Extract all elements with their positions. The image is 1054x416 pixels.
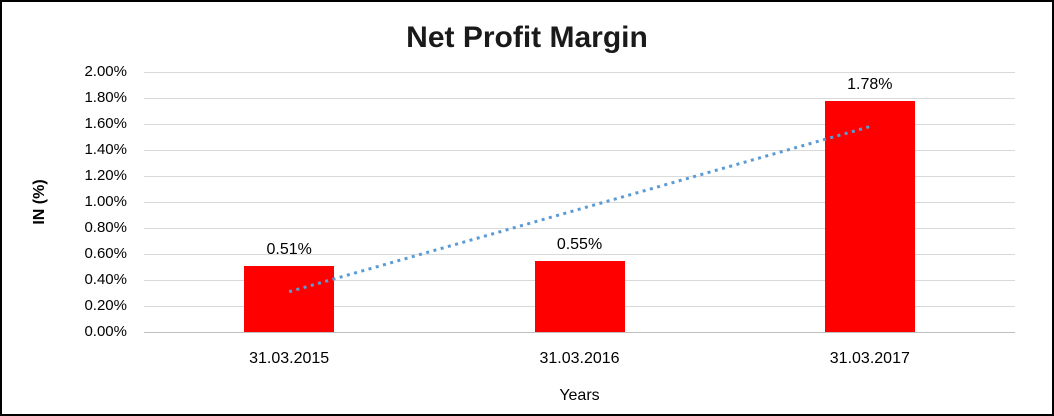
x-tick-label: 31.03.2016: [539, 350, 620, 367]
data-label: 0.51%: [266, 240, 312, 258]
data-label: 1.78%: [847, 75, 893, 93]
gridline: [144, 124, 1015, 125]
bar-31.03.2016: [534, 260, 625, 332]
y-tick-label: 1.60%: [84, 115, 127, 132]
y-tick-label: 0.00%: [84, 323, 127, 340]
y-tick-label: 1.40%: [84, 141, 127, 158]
gridline: [144, 254, 1015, 255]
data-label: 0.55%: [556, 235, 603, 253]
y-tick-label: 1.00%: [84, 193, 127, 210]
y-tick-label: 0.80%: [84, 219, 127, 236]
x-axis-title: Years: [559, 387, 600, 404]
plot-area: 0.51% 0.55% 1.78%: [144, 72, 1015, 333]
y-tick-label: 1.80%: [84, 89, 127, 106]
bar-31.03.2017: [824, 100, 915, 332]
y-tick-label: 1.20%: [84, 167, 127, 184]
y-tick-label: 2.00%: [84, 63, 127, 80]
gridline: [144, 98, 1015, 99]
x-axis-line: [144, 332, 1015, 333]
gridline: [144, 150, 1015, 151]
gridline: [144, 202, 1015, 203]
y-tick-label: 0.40%: [84, 271, 127, 288]
x-tick-label: 31.03.2015: [249, 350, 330, 367]
y-tick-label: 0.60%: [84, 245, 127, 262]
bar-31.03.2015: [244, 265, 335, 332]
gridline: [144, 176, 1015, 177]
trendline: [288, 125, 871, 294]
gridline: [144, 228, 1015, 229]
chart-title: Net Profit Margin: [406, 21, 648, 54]
y-tick-label: 0.20%: [84, 297, 127, 314]
gridline: [144, 72, 1015, 73]
x-tick-label: 31.03.2017: [829, 350, 910, 367]
